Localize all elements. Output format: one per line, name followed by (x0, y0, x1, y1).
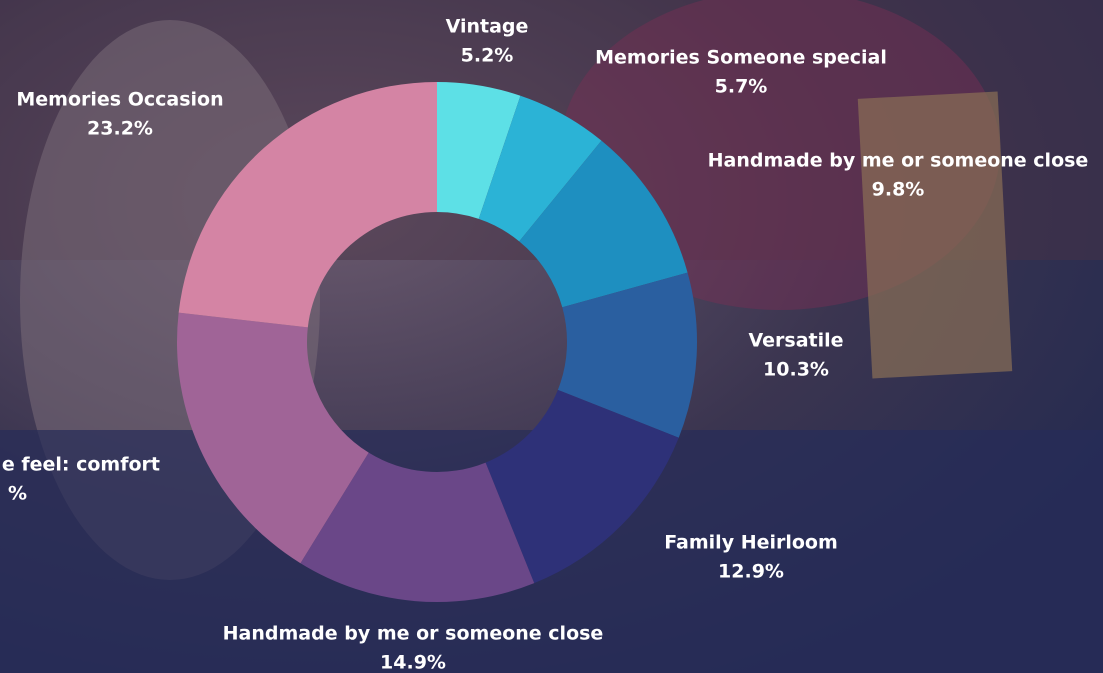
donut-slice (300, 452, 535, 602)
slice-label: Family Heirloom (664, 532, 838, 554)
donut-slice (485, 389, 679, 584)
donut-slice (177, 312, 369, 564)
slice-value-label: 10.3% (763, 359, 829, 381)
slice-label: Memories Someone special (595, 47, 887, 69)
slice-value-label: 14.9% (380, 652, 446, 673)
donut-slice (178, 82, 437, 328)
background-tag (857, 91, 1013, 379)
slice-value-label: 12.9% (718, 561, 784, 583)
donut-slice (557, 272, 697, 438)
donut-slice (437, 82, 521, 219)
slice-value-label: 5.2% (461, 45, 514, 67)
slice-label: Versatile (748, 330, 843, 352)
slice-label: e feel: comfort (2, 454, 160, 476)
donut-slice (478, 95, 602, 242)
slice-label: Vintage (446, 16, 529, 38)
slice-value-label: 23.2% (87, 118, 153, 140)
slice-value-label: 5.7% (715, 76, 768, 98)
donut-slice (519, 140, 688, 308)
slice-label: Handmade by me or someone close (223, 623, 604, 645)
slice-value-label: 9.8% (872, 179, 925, 201)
slice-value-label: % (8, 483, 27, 505)
slice-label: Memories Occasion (16, 89, 223, 111)
slice-label: Handmade by me or someone close (708, 150, 1089, 172)
